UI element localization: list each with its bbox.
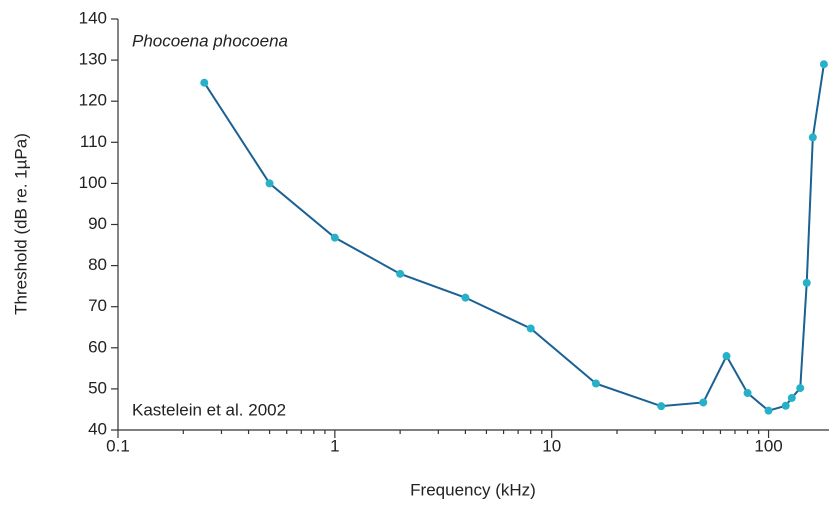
- y-tick-label: 130: [79, 50, 107, 69]
- species-annotation: Phocoena phocoena: [132, 31, 288, 50]
- y-tick-label: 50: [88, 378, 107, 397]
- source-annotation: Kastelein et al. 2002: [132, 400, 286, 419]
- data-point: [722, 352, 731, 361]
- data-point: [808, 133, 817, 142]
- data-point: [526, 324, 535, 333]
- data-point: [657, 402, 666, 411]
- x-axis-label: Frequency (kHz): [410, 480, 536, 499]
- data-point: [330, 233, 339, 242]
- y-tick-label: 80: [88, 255, 107, 274]
- y-tick-label: 60: [88, 337, 107, 356]
- data-point: [796, 384, 805, 393]
- data-point: [781, 401, 790, 410]
- y-tick-label: 70: [88, 296, 107, 315]
- data-point: [787, 393, 796, 402]
- data-point: [819, 60, 828, 69]
- y-tick-label: 140: [79, 8, 107, 27]
- data-point: [591, 379, 600, 388]
- data-line: [203, 64, 825, 412]
- data-point: [265, 179, 274, 188]
- y-tick-label: 40: [88, 419, 107, 438]
- data-point: [699, 398, 708, 407]
- y-axis-label: Threshold (dB re. 1µPa): [11, 133, 30, 315]
- y-tick-label: 120: [79, 91, 107, 110]
- x-tick-label: 1: [330, 436, 339, 455]
- data-point: [461, 293, 470, 302]
- x-tick-label: 0.1: [106, 436, 130, 455]
- y-tick-label: 110: [80, 132, 107, 151]
- y-tick-label: 90: [88, 214, 107, 233]
- data-point: [743, 389, 752, 398]
- data-point: [802, 278, 811, 287]
- y-tick-label: 100: [79, 173, 107, 192]
- data-point: [200, 78, 209, 87]
- x-tick-label: 100: [754, 436, 782, 455]
- x-tick-label: 10: [542, 436, 561, 455]
- data-point: [396, 269, 405, 278]
- data-point: [764, 406, 773, 415]
